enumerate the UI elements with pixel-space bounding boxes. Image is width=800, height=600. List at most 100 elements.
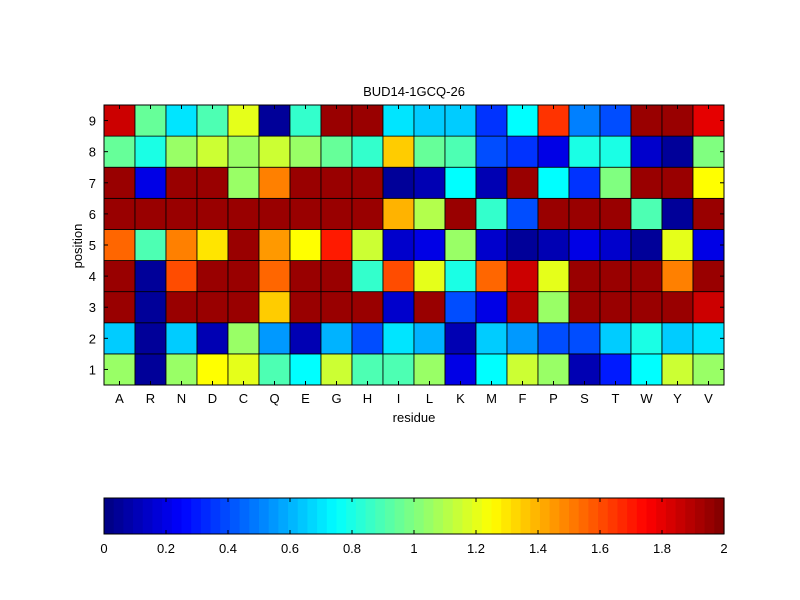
colorbar-segment	[317, 498, 328, 534]
heatmap-cell	[382, 353, 415, 386]
heatmap-cell	[630, 291, 663, 324]
colorbar-segment	[433, 498, 444, 534]
x-tick-label: W	[640, 391, 653, 406]
heatmap-cell	[692, 291, 725, 324]
heatmap-cell	[506, 166, 539, 199]
colorbar-segment	[113, 498, 124, 534]
x-tick-label: K	[456, 391, 465, 406]
colorbar-segment	[394, 498, 405, 534]
heatmap-cell	[599, 166, 632, 199]
heatmap-cell	[413, 291, 446, 324]
heatmap-cell	[196, 322, 229, 355]
x-tick-label: M	[486, 391, 497, 406]
colorbar-segment	[656, 498, 667, 534]
heatmap-cell	[351, 104, 384, 137]
y-tick-label: 6	[89, 207, 96, 222]
heatmap-cell	[444, 104, 477, 137]
heatmap-cell	[599, 104, 632, 137]
heatmap-cell	[630, 260, 663, 293]
heatmap-cell	[413, 260, 446, 293]
heatmap-cell	[630, 135, 663, 168]
heatmap-cell	[320, 135, 353, 168]
heatmap-cell	[692, 229, 725, 261]
heatmap-cell	[258, 104, 291, 137]
y-tick-label: 5	[89, 238, 96, 253]
heatmap-cell	[134, 197, 167, 230]
colorbar-segment	[675, 498, 686, 534]
heatmap-cell	[289, 166, 322, 199]
x-tick-label: T	[612, 391, 620, 406]
heatmap-cell	[196, 197, 229, 230]
heatmap-cell	[475, 322, 508, 355]
x-tick-label: V	[704, 391, 713, 406]
heatmap-cell	[413, 353, 446, 386]
heatmap-cell	[196, 166, 229, 199]
heatmap-cell	[444, 353, 477, 386]
colorbar-segment	[530, 498, 541, 534]
colorbar-segment	[249, 498, 260, 534]
x-tick-label: A	[115, 391, 124, 406]
x-tick-label: Q	[269, 391, 279, 406]
heatmap-cell	[599, 322, 632, 355]
heatmap-cell	[413, 229, 446, 261]
heatmap-cell	[661, 322, 694, 355]
heatmap-cell	[227, 260, 260, 293]
colorbar-segment	[171, 498, 183, 534]
heatmap-cell	[196, 229, 229, 261]
heatmap-cell	[289, 322, 322, 355]
colorbar-segment	[539, 498, 551, 534]
heatmap-cell	[258, 197, 291, 230]
heatmap-cell	[568, 322, 601, 355]
colorbar-segment	[607, 498, 619, 534]
y-tick-label: 2	[89, 331, 96, 346]
heatmap-cell	[692, 197, 725, 230]
heatmap-cell	[630, 353, 663, 386]
heatmap-cell	[134, 229, 167, 261]
colorbar-segment	[384, 498, 396, 534]
heatmap-cell	[413, 104, 446, 137]
heatmap-cell	[444, 291, 477, 324]
heatmap-cell	[103, 166, 136, 199]
colorbar-segment	[598, 498, 609, 534]
heatmap-cell	[661, 260, 694, 293]
heatmap-cell	[692, 260, 725, 293]
colorbar-segment	[259, 498, 270, 534]
colorbar-segment	[704, 498, 715, 534]
heatmap-cell	[196, 104, 229, 137]
colorbar-segment	[191, 498, 202, 534]
colorbar-segment	[181, 498, 192, 534]
colorbar-segment	[423, 498, 434, 534]
heatmap-cell	[227, 229, 260, 261]
heatmap-cell	[475, 291, 508, 324]
heatmap-cell	[413, 135, 446, 168]
heatmap-cell	[568, 135, 601, 168]
heatmap-cell	[506, 229, 539, 261]
heatmap-cell	[227, 291, 260, 324]
heatmap-cell	[320, 197, 353, 230]
x-tick-label: C	[239, 391, 248, 406]
heatmap-cell	[351, 135, 384, 168]
heatmap-cell	[103, 322, 136, 355]
heatmap-cell	[568, 197, 601, 230]
heatmap-cell	[320, 104, 353, 137]
heatmap-cell	[630, 229, 663, 261]
heatmap-cell	[351, 229, 384, 261]
heatmap-cell	[444, 197, 477, 230]
colorbar-segment	[297, 498, 309, 534]
heatmap-cell	[599, 229, 632, 261]
heatmap-cell	[289, 197, 322, 230]
colorbar-segment	[578, 498, 589, 534]
heatmap-cell	[568, 229, 601, 261]
heatmap-cell	[537, 135, 570, 168]
colorbar-segment	[617, 498, 628, 534]
heatmap-cell	[382, 322, 415, 355]
heatmap-cell	[382, 135, 415, 168]
heatmap-cell	[351, 353, 384, 386]
colorbar-segment	[520, 498, 531, 534]
heatmap-cell	[227, 353, 260, 386]
heatmap-cell	[165, 229, 198, 261]
heatmap-cell	[258, 322, 291, 355]
heatmap-cell	[320, 229, 353, 261]
heatmap-cell	[196, 260, 229, 293]
